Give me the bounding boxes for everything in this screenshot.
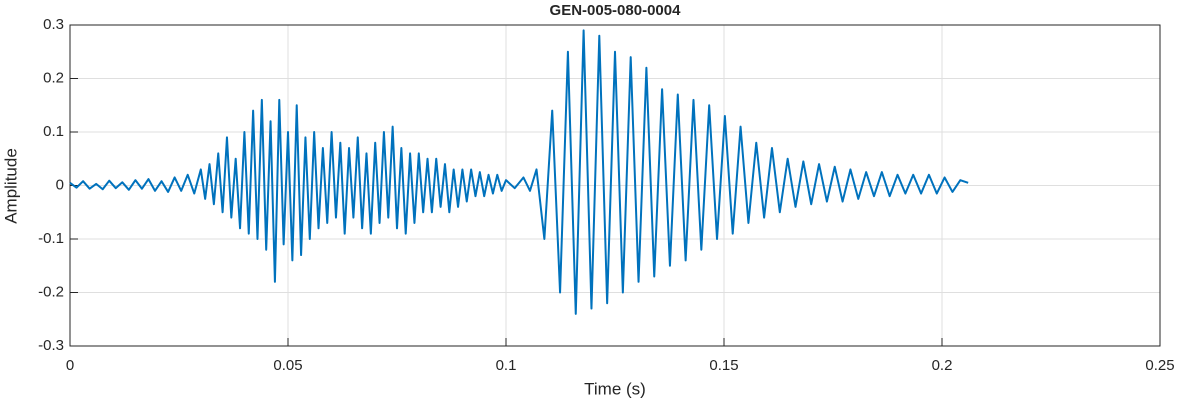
chart-title: GEN-005-080-0004	[550, 2, 682, 19]
x-tick-label: 0.15	[709, 357, 738, 374]
y-tick-label: -0.3	[38, 337, 64, 354]
x-tick-label: 0	[66, 357, 74, 374]
y-tick-label: 0	[56, 176, 64, 193]
plot-frame	[69, 24, 1161, 347]
y-tick-label: 0.1	[43, 123, 64, 140]
x-axis-label: Time (s)	[584, 379, 646, 398]
y-tick-label: -0.2	[38, 283, 64, 300]
x-tick-label: 0.25	[1145, 357, 1174, 374]
y-tick-label: 0.3	[43, 16, 64, 33]
y-tick-label: -0.1	[38, 230, 64, 247]
x-tick-label: 0.2	[932, 357, 953, 374]
y-axis-label: Amplitude	[1, 148, 20, 224]
x-tick-label: 0.05	[273, 357, 302, 374]
waveform-line	[69, 29, 969, 315]
x-tick-label: 0.1	[496, 357, 517, 374]
y-tick-label: 0.2	[43, 69, 64, 86]
